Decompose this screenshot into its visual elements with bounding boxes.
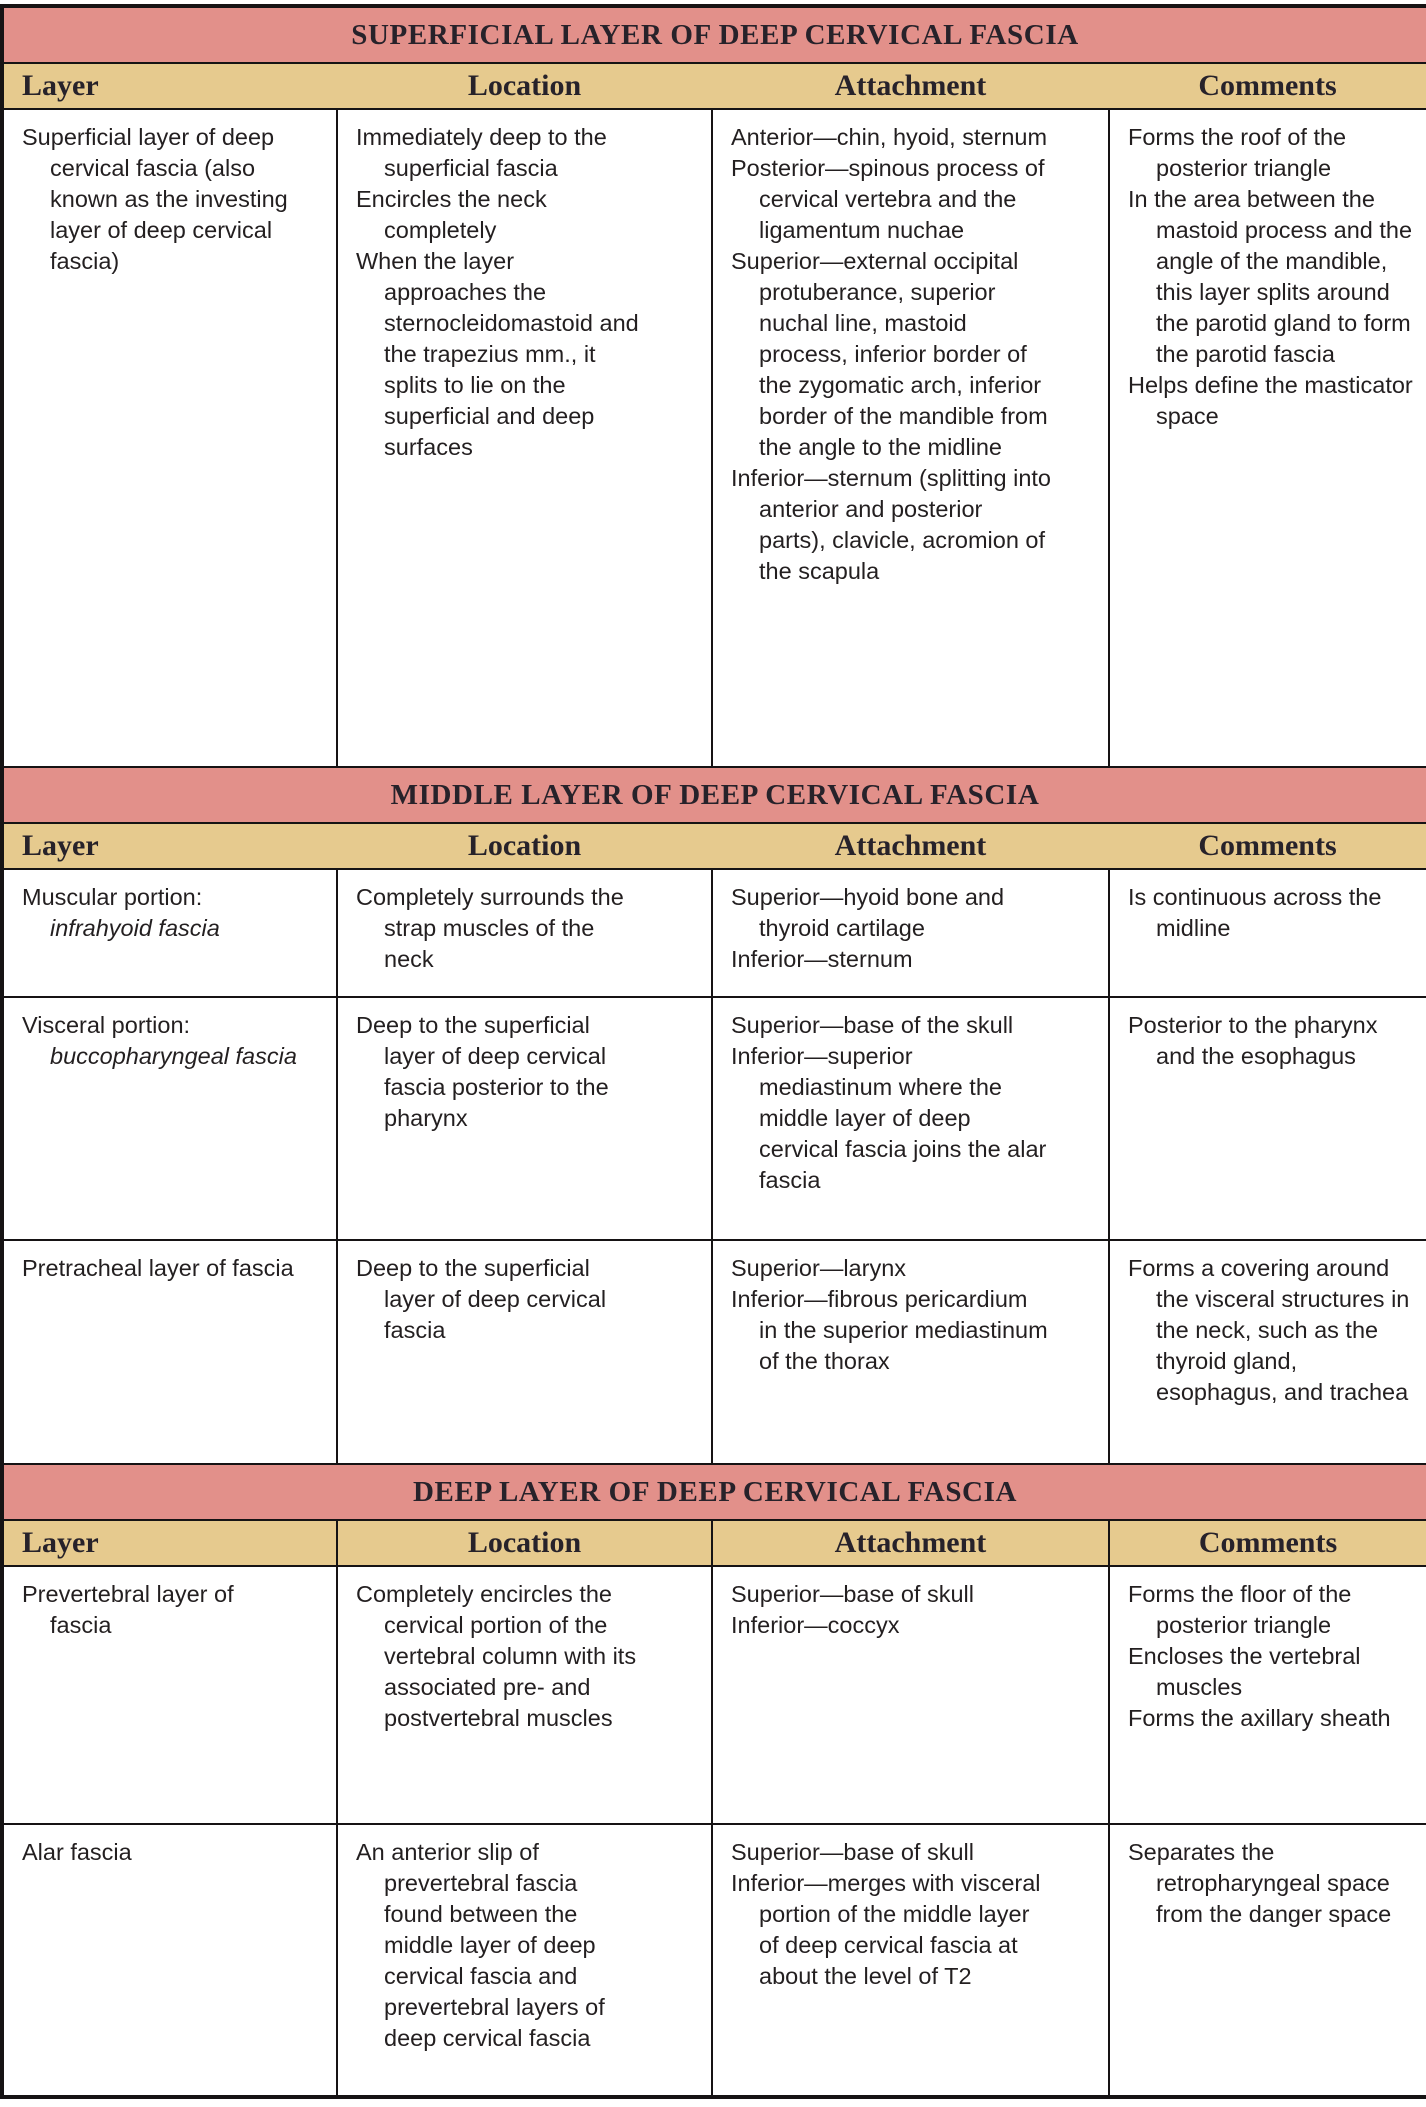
fascia-table-body: SUPERFICIAL LAYER OF DEEP CERVICAL FASCI… xyxy=(1,5,1426,2098)
column-header-comments: Comments xyxy=(1109,62,1426,110)
attachment-cell: Superior—hyoid bone and thyroid cartilag… xyxy=(711,868,1110,998)
cell-entry: buccopharyngeal fascia xyxy=(50,1043,297,1069)
layer-cell: Muscular portion: infrahyoid fascia xyxy=(1,868,338,998)
layer-cell: Pretracheal layer of fascia xyxy=(1,1239,338,1465)
cell-entry: Inferior—superior mediastinum where the … xyxy=(731,1043,1047,1193)
cell-entry: Inferior—sternum (splitting into anterio… xyxy=(731,465,1051,584)
column-header-layer: Layer xyxy=(1,822,337,870)
table-row: Pretracheal layer of fascia Deep to the s… xyxy=(1,1239,1426,1465)
attachment-cell: Superior—base of the skull Inferior—super… xyxy=(711,996,1110,1241)
cell-entry: Immediately deep to the superficial fasc… xyxy=(356,124,607,181)
attachment-cell: Superior—base of skull Inferior—coccyx xyxy=(711,1565,1110,1825)
section-title: SUPERFICIAL LAYER OF DEEP CERVICAL FASCI… xyxy=(1,5,1426,64)
section-row: SUPERFICIAL LAYER OF DEEP CERVICAL FASCI… xyxy=(1,5,1426,64)
layer-cell: Alar fascia xyxy=(1,1823,338,2098)
table-row: Prevertebral layer of fascia Completely e… xyxy=(1,1565,1426,1825)
table-row: Superficial layer of deep cervical fasci… xyxy=(1,108,1426,768)
comments-cell: Separates the retropharyngeal space from… xyxy=(1108,1823,1426,2098)
section-title: MIDDLE LAYER OF DEEP CERVICAL FASCIA xyxy=(1,766,1426,824)
cell-entry: Forms the axillary sheath xyxy=(1128,1705,1391,1731)
cell-entry: Superior—base of skull xyxy=(731,1581,974,1607)
location-cell: An anterior slip of prevertebral fascia … xyxy=(336,1823,713,2098)
cell-entry: Superior—base of skull xyxy=(731,1839,974,1865)
cell-entry: Deep to the superficial layer of deep ce… xyxy=(356,1255,607,1343)
column-header-comments: Comments xyxy=(1108,1519,1426,1567)
cell-entry: Superficial layer of deep cervical fasci… xyxy=(22,124,288,274)
column-header-attachment: Attachment xyxy=(711,1519,1110,1567)
layer-cell: Visceral portion: buccopharyngeal fascia xyxy=(1,996,338,1241)
comments-cell: Forms the roof of the posterior triangle… xyxy=(1108,108,1426,768)
cell-entry: Forms the roof of the posterior triangle xyxy=(1128,124,1347,181)
cell-entry: Inferior—fibrous pericardium in the supe… xyxy=(731,1286,1048,1374)
column-header-location: Location xyxy=(337,822,712,870)
section-title: DEEP LAYER OF DEEP CERVICAL FASCIA xyxy=(1,1463,1426,1521)
cell-entry: Completely encircles the cervical portio… xyxy=(356,1581,637,1731)
cell-entry: Superior—base of the skull xyxy=(731,1012,1014,1038)
table-row: Muscular portion: infrahyoid fascia Comple… xyxy=(1,868,1426,998)
cell-entry: When the layer approaches the sternoclei… xyxy=(356,248,639,460)
column-header-row: Layer Location Attachment Comments xyxy=(1,1519,1426,1567)
location-cell: Deep to the superficial layer of deep ce… xyxy=(336,996,713,1241)
cell-entry: Prevertebral layer of fascia xyxy=(22,1581,234,1638)
cell-entry: infrahyoid fascia xyxy=(50,915,220,941)
attachment-cell: Superior—larynx Inferior—fibrous pericard… xyxy=(711,1239,1110,1465)
location-cell: Completely surrounds the strap muscles o… xyxy=(336,868,713,998)
cell-entry: Superior—external occipital protuberance… xyxy=(731,248,1048,460)
cell-entry: Encircles the neck completely xyxy=(356,186,547,243)
cell-entry: Encloses the vertebral muscles xyxy=(1128,1643,1361,1700)
cell-entry: Posterior to the pharynx and the esophag… xyxy=(1128,1012,1378,1069)
cell-entry: Superior—hyoid bone and thyroid cartilag… xyxy=(731,884,1005,941)
layer-cell: Prevertebral layer of fascia xyxy=(1,1565,338,1825)
location-cell: Deep to the superficial layer of deep ce… xyxy=(336,1239,713,1465)
cell-entry: Deep to the superficial layer of deep ce… xyxy=(356,1012,609,1131)
section-row: MIDDLE LAYER OF DEEP CERVICAL FASCIA xyxy=(1,766,1426,824)
comments-cell: Forms the floor of the posterior triangl… xyxy=(1108,1565,1426,1825)
cell-entry: Pretracheal layer of fascia xyxy=(22,1255,294,1281)
cell-entry: Visceral portion: xyxy=(22,1012,191,1038)
table-row: Alar fascia An anterior slip of preverteb… xyxy=(1,1823,1426,2098)
cell-entry: Is continuous across the midline xyxy=(1128,884,1382,941)
column-header-row: Layer Location Attachment Comments xyxy=(1,822,1426,870)
column-header-location: Location xyxy=(336,1519,713,1567)
table-row: Visceral portion: buccopharyngeal fascia D… xyxy=(1,996,1426,1241)
location-cell: Completely encircles the cervical portio… xyxy=(336,1565,713,1825)
cell-entry: Superior—larynx xyxy=(731,1255,907,1281)
column-header-comments: Comments xyxy=(1109,822,1426,870)
cell-entry: Inferior—merges with visceral portion of… xyxy=(731,1870,1041,1989)
cell-entry: Separates the retropharyngeal space from… xyxy=(1128,1839,1392,1927)
section-row: DEEP LAYER OF DEEP CERVICAL FASCIA xyxy=(1,1463,1426,1521)
cell-entry: Alar fascia xyxy=(22,1839,132,1865)
column-header-attachment: Attachment xyxy=(712,62,1109,110)
comments-cell: Forms a covering around the visceral str… xyxy=(1108,1239,1426,1465)
layer-cell: Superficial layer of deep cervical fasci… xyxy=(1,108,338,768)
cell-entry: Anterior—chin, hyoid, sternum xyxy=(731,124,1048,150)
column-header-layer: Layer xyxy=(1,62,337,110)
cell-entry: Inferior—sternum xyxy=(731,946,913,972)
comments-cell: Posterior to the pharynx and the esophag… xyxy=(1108,996,1426,1241)
attachment-cell: Superior—base of skull Inferior—merges wi… xyxy=(711,1823,1110,2098)
column-header-row: Layer Location Attachment Comments xyxy=(1,62,1426,110)
cell-entry: An anterior slip of prevertebral fascia … xyxy=(356,1839,605,2051)
attachment-cell: Anterior—chin, hyoid, sternum Posterior—s… xyxy=(711,108,1110,768)
fascia-table: SUPERFICIAL LAYER OF DEEP CERVICAL FASCI… xyxy=(0,4,1426,2099)
location-cell: Immediately deep to the superficial fasc… xyxy=(336,108,713,768)
cell-entry: Inferior—coccyx xyxy=(731,1612,900,1638)
cell-entry: In the area between the mastoid process … xyxy=(1128,186,1413,367)
cell-entry: Forms a covering around the visceral str… xyxy=(1128,1255,1410,1405)
column-header-location: Location xyxy=(337,62,712,110)
cell-entry: Forms the floor of the posterior triangl… xyxy=(1128,1581,1352,1638)
column-header-layer: Layer xyxy=(1,1519,338,1567)
cell-entry: Muscular portion: xyxy=(22,884,203,910)
cell-entry: Helps define the masticator space xyxy=(1128,372,1413,429)
cell-entry: Completely surrounds the strap muscles o… xyxy=(356,884,624,972)
comments-cell: Is continuous across the midline xyxy=(1108,868,1426,998)
column-header-attachment: Attachment xyxy=(712,822,1109,870)
cell-entry: Posterior—spinous process of cervical ve… xyxy=(731,155,1045,243)
